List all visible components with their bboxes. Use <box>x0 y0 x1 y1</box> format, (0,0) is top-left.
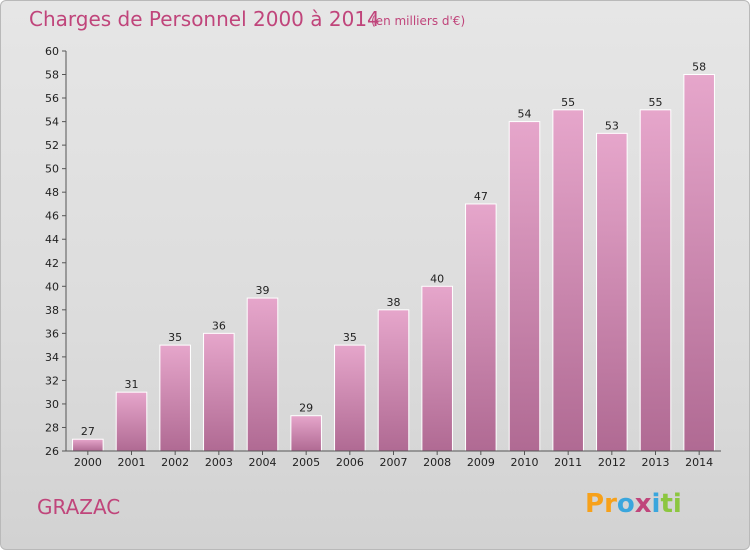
value-label-2002: 35 <box>168 331 182 344</box>
x-tick-label-2004: 2004 <box>249 456 277 469</box>
bar-2011 <box>552 109 584 452</box>
bar-2000 <box>72 438 104 452</box>
x-tick-label-2014: 2014 <box>685 456 713 469</box>
value-label-2000: 27 <box>81 425 95 438</box>
bars: 27 31 35 36 39 29 35 38 40 47 54 55 53 55 58 <box>72 61 715 452</box>
x-tick-label-2001: 2001 <box>118 456 146 469</box>
y-tick-label: 32 <box>45 374 59 387</box>
bar-2014 <box>683 74 715 452</box>
x-tick-label-2012: 2012 <box>598 456 626 469</box>
logo-letter: t <box>660 489 673 519</box>
y-tick-label: 48 <box>45 186 59 199</box>
value-label-2004: 39 <box>256 284 270 297</box>
x-tick-label-2008: 2008 <box>423 456 451 469</box>
bar-2012 <box>596 132 628 452</box>
bar-2013 <box>639 109 672 452</box>
y-tick-label: 26 <box>45 445 59 458</box>
value-label-2008: 40 <box>430 272 444 285</box>
bar-2006 <box>334 344 366 452</box>
x-tick-label-2000: 2000 <box>74 456 102 469</box>
commune-name: GRAZAC <box>37 495 121 519</box>
y-tick-label: 60 <box>45 45 59 58</box>
value-label-2006: 35 <box>343 331 357 344</box>
y-tick-label: 54 <box>45 116 59 129</box>
y-tick-label: 40 <box>45 280 59 293</box>
bar-2008 <box>421 285 453 452</box>
bar-2002 <box>159 344 191 452</box>
value-label-2007: 38 <box>387 296 401 309</box>
x-tick-label-2006: 2006 <box>336 456 364 469</box>
bar-2009 <box>465 203 497 452</box>
y-tick-label: 36 <box>45 327 59 340</box>
logo-letter: x <box>634 489 652 519</box>
value-label-2014: 58 <box>692 61 706 74</box>
x-tick-label-2013: 2013 <box>642 456 670 469</box>
proxiti-logo: Proxiti <box>585 489 682 519</box>
value-label-2010: 54 <box>518 108 532 121</box>
chart-title: Charges de Personnel 2000 à 2014 <box>29 7 380 31</box>
value-label-2012: 53 <box>605 119 619 132</box>
y-axis: 26 28 30 32 34 36 38 40 42 44 46 48 50 52 54 56 58 60 <box>45 45 67 458</box>
x-tick-label-2005: 2005 <box>292 456 320 469</box>
value-label-2009: 47 <box>474 190 488 203</box>
bar-2007 <box>377 309 410 452</box>
x-axis: 2000 2001 2002 2003 2004 2005 2006 2007 2008 2009… <box>66 450 721 469</box>
y-tick-label: 42 <box>45 257 59 270</box>
x-tick-label-2007: 2007 <box>380 456 408 469</box>
chart-subtitle: (en milliers d'€) <box>371 14 466 28</box>
bar-2001 <box>115 391 148 452</box>
x-tick-label-2010: 2010 <box>511 456 539 469</box>
value-label-2013: 55 <box>649 96 663 109</box>
value-label-2003: 36 <box>212 319 226 332</box>
x-tick-label-2011: 2011 <box>554 456 582 469</box>
bar-2004 <box>246 297 279 452</box>
y-tick-label: 38 <box>45 304 59 317</box>
logo-letter: P <box>585 489 605 519</box>
bar-2010 <box>508 121 541 452</box>
logo-letter: i <box>651 489 661 519</box>
y-tick-label: 46 <box>45 210 59 223</box>
y-tick-label: 34 <box>45 351 59 364</box>
y-tick-label: 58 <box>45 69 59 82</box>
y-tick-label: 28 <box>45 421 59 434</box>
y-tick-label: 52 <box>45 139 59 152</box>
value-label-2011: 55 <box>561 96 575 109</box>
y-tick-label: 50 <box>45 163 59 176</box>
bar-2003 <box>203 332 235 452</box>
logo-letter: r <box>604 489 617 519</box>
y-tick-label: 30 <box>45 398 59 411</box>
value-label-2005: 29 <box>299 402 313 415</box>
y-tick-label: 56 <box>45 92 59 105</box>
logo-letter: o <box>616 489 635 519</box>
x-tick-label-2009: 2009 <box>467 456 495 469</box>
x-tick-label-2002: 2002 <box>161 456 189 469</box>
y-tick-label: 44 <box>45 233 59 246</box>
logo-letter: i <box>672 489 682 519</box>
x-tick-label-2003: 2003 <box>205 456 233 469</box>
bar-2005 <box>290 415 322 452</box>
value-label-2001: 31 <box>125 378 139 391</box>
